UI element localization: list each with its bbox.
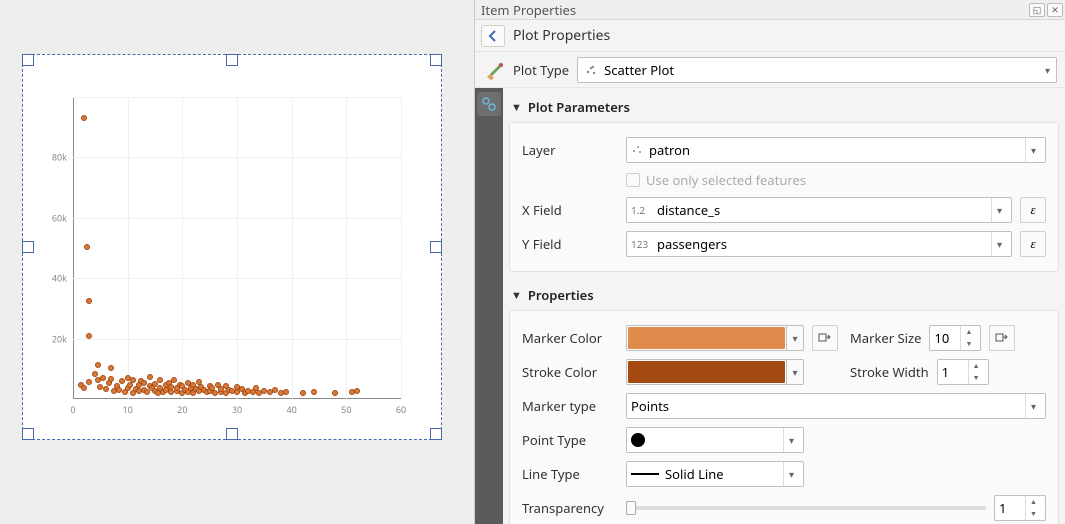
point-type-preview	[631, 433, 645, 447]
chevron-down-icon: ▾	[786, 359, 804, 385]
y-field-expression-button[interactable]: ε	[1020, 231, 1046, 257]
marker-type-combo[interactable]: Points ▾	[626, 393, 1046, 419]
chevron-down-icon: ▾	[1045, 63, 1050, 77]
marker-type-label: Marker type	[522, 397, 618, 415]
chevron-down-icon: ▾	[991, 198, 1007, 222]
point-type-label: Point Type	[522, 431, 618, 449]
layer-combo[interactable]: patron ▾	[626, 137, 1046, 163]
use-selected-only-label: Use only selected features	[646, 171, 806, 189]
section-title: Properties	[528, 286, 594, 304]
properties-breadcrumb: Plot Properties	[475, 20, 1065, 52]
y-field-value: passengers	[657, 235, 727, 253]
marker-size-spin[interactable]: ▲▼	[929, 325, 981, 351]
layer-label: Layer	[522, 141, 618, 159]
point-type-combo[interactable]: ▾	[626, 427, 804, 453]
plot-item-frame[interactable]: 20k40k60k80k0102030405060	[22, 54, 442, 440]
layout-canvas[interactable]: 20k40k60k80k0102030405060	[0, 0, 474, 524]
properties-scroll[interactable]: ▼ Plot Parameters Layer patron ▾	[503, 88, 1065, 524]
scatter-chart: 20k40k60k80k0102030405060	[73, 97, 401, 399]
spin-down[interactable]: ▼	[961, 338, 976, 350]
resize-handle[interactable]	[22, 428, 34, 440]
plot-type-combo[interactable]: Scatter Plot ▾	[577, 57, 1057, 83]
panel-title: Item Properties	[481, 1, 576, 19]
stroke-width-label: Stroke Width	[850, 363, 929, 381]
plot-type-label: Plot Type	[513, 61, 569, 79]
transparency-label: Transparency	[522, 499, 618, 517]
section-title: Plot Parameters	[528, 98, 630, 116]
line-type-combo[interactable]: Solid Line ▾	[626, 461, 804, 487]
transparency-input[interactable]	[995, 499, 1025, 517]
stroke-color-picker[interactable]: ▾	[626, 359, 804, 385]
chevron-down-icon: ▾	[1025, 394, 1041, 418]
line-type-label: Line Type	[522, 465, 618, 483]
resize-handle[interactable]	[430, 241, 442, 253]
breadcrumb-title: Plot Properties	[513, 26, 610, 45]
data-defined-override-button[interactable]	[812, 325, 838, 351]
y-field-combo[interactable]: 123 passengers ▾	[626, 231, 1012, 257]
resize-handle[interactable]	[22, 54, 34, 66]
field-type-badge: 1.2	[631, 203, 651, 217]
chevron-down-icon: ▾	[991, 232, 1007, 256]
plot-type-row: Plot Type Scatter Plot ▾	[475, 52, 1065, 88]
close-panel-button[interactable]: ✕	[1047, 3, 1063, 17]
marker-size-label: Marker Size	[850, 329, 921, 347]
resize-handle[interactable]	[430, 428, 442, 440]
resize-handle[interactable]	[430, 54, 442, 66]
section-toggle-properties[interactable]: ▼ Properties	[509, 280, 1059, 310]
resize-handle[interactable]	[22, 241, 34, 253]
x-field-label: X Field	[522, 201, 618, 219]
transparency-spin[interactable]: ▲▼	[994, 495, 1046, 521]
spin-up[interactable]: ▲	[969, 360, 984, 372]
use-selected-only-row: Use only selected features	[522, 167, 1046, 193]
plot-type-value: Scatter Plot	[604, 61, 674, 79]
panel-titlebar: Item Properties ◱ ✕	[475, 0, 1065, 20]
marker-color-label: Marker Color	[522, 329, 618, 347]
plot-parameters-group: Layer patron ▾ Use only selected feature…	[509, 122, 1059, 272]
spin-down[interactable]: ▼	[969, 372, 984, 384]
stroke-width-spin[interactable]: ▲▼	[937, 359, 989, 385]
resize-handle[interactable]	[226, 54, 238, 66]
spin-up[interactable]: ▲	[1026, 496, 1041, 508]
stroke-color-label: Stroke Color	[522, 363, 618, 381]
disclosure-triangle-icon: ▼	[511, 288, 522, 303]
y-axis	[73, 97, 74, 399]
chevron-down-icon: ▾	[783, 462, 799, 486]
chevron-down-icon: ▾	[786, 325, 804, 351]
marker-color-swatch	[628, 327, 785, 349]
chevron-down-icon: ▾	[783, 428, 799, 452]
use-selected-only-checkbox[interactable]	[626, 173, 640, 187]
x-field-expression-button[interactable]: ε	[1020, 197, 1046, 223]
point-layer-icon	[631, 141, 643, 159]
marker-type-value: Points	[631, 397, 669, 415]
disclosure-triangle-icon: ▼	[511, 100, 522, 115]
scatter-icon	[584, 63, 598, 77]
section-toggle-parameters[interactable]: ▼ Plot Parameters	[509, 92, 1059, 122]
x-field-combo[interactable]: 1.2 distance_s ▾	[626, 197, 1012, 223]
spin-down[interactable]: ▼	[1026, 508, 1041, 520]
marker-size-input[interactable]	[930, 329, 960, 347]
paintbrush-icon	[483, 59, 505, 81]
undock-button[interactable]: ◱	[1029, 3, 1045, 17]
resize-handle[interactable]	[226, 428, 238, 440]
properties-side-tabs	[475, 88, 503, 524]
chevron-down-icon: ▾	[1025, 138, 1041, 162]
x-field-value: distance_s	[657, 201, 720, 219]
field-type-badge: 123	[631, 237, 651, 251]
layer-value: patron	[649, 141, 690, 159]
stroke-width-input[interactable]	[938, 363, 968, 381]
y-field-label: Y Field	[522, 235, 618, 253]
line-type-value: Solid Line	[665, 465, 724, 483]
plot-properties-group: Marker Color ▾ Marker Size ▲▼	[509, 310, 1059, 524]
transparency-slider[interactable]	[626, 506, 986, 510]
line-type-preview	[631, 473, 659, 475]
stroke-color-swatch	[628, 361, 785, 383]
item-properties-panel: Item Properties ◱ ✕ Plot Properties Plot…	[474, 0, 1065, 524]
slider-thumb[interactable]	[626, 501, 636, 515]
data-defined-override-button[interactable]	[989, 325, 1015, 351]
spin-up[interactable]: ▲	[961, 326, 976, 338]
back-button[interactable]	[481, 25, 505, 47]
settings-tab[interactable]	[477, 92, 501, 116]
marker-color-picker[interactable]: ▾	[626, 325, 804, 351]
